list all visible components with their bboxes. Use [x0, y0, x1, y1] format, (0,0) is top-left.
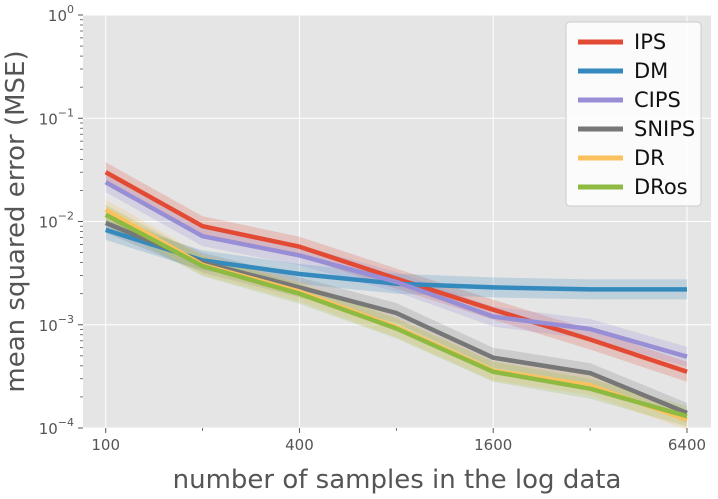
x-axis-label: number of samples in the log data	[173, 465, 622, 495]
legend-label-snips: SNIPS	[634, 117, 695, 141]
legend-label-dm: DM	[634, 59, 668, 83]
band-dm	[105, 219, 687, 300]
x-tick-label: 1600	[474, 436, 512, 454]
x-tick-label: 100	[91, 436, 120, 454]
y-tick-exponent: 0	[67, 3, 74, 16]
band-dr	[105, 199, 687, 430]
y-tick-base: 10	[39, 420, 58, 438]
legend-label-dr: DR	[634, 146, 665, 170]
legend-label-ips: IPS	[634, 30, 666, 54]
y-tick-exponent: −4	[58, 416, 74, 429]
y-tick-label: 10−3	[39, 313, 74, 335]
x-tick-label: 400	[285, 436, 314, 454]
legend: IPS DM CIPS SNIPS DR DRos	[565, 21, 702, 207]
y-tick-base: 10	[39, 317, 58, 335]
series-lines	[104, 170, 688, 422]
y-tick-label: 10−1	[39, 106, 74, 128]
y-axis-label: mean squared error (MSE)	[1, 50, 31, 392]
x-tick-label: 6400	[668, 436, 706, 454]
line-dros	[104, 212, 688, 419]
y-tick-base: 10	[39, 214, 58, 232]
y-tick-label: 10−2	[39, 210, 74, 232]
band-cips	[105, 172, 687, 367]
line-cips	[104, 180, 688, 359]
y-tick-label: 10−4	[39, 416, 74, 438]
y-tick-base: 10	[48, 7, 67, 25]
line-ips	[104, 170, 688, 374]
legend-label-cips: CIPS	[634, 88, 681, 112]
y-tick-base: 10	[39, 110, 58, 128]
legend-label-dros: DRos	[634, 175, 688, 199]
band-dros	[105, 204, 687, 427]
y-tick-label: 100	[48, 3, 74, 25]
y-tick-exponent: −1	[58, 106, 74, 119]
y-tick-exponent: −2	[58, 210, 74, 223]
y-tick-exponent: −3	[58, 313, 74, 326]
